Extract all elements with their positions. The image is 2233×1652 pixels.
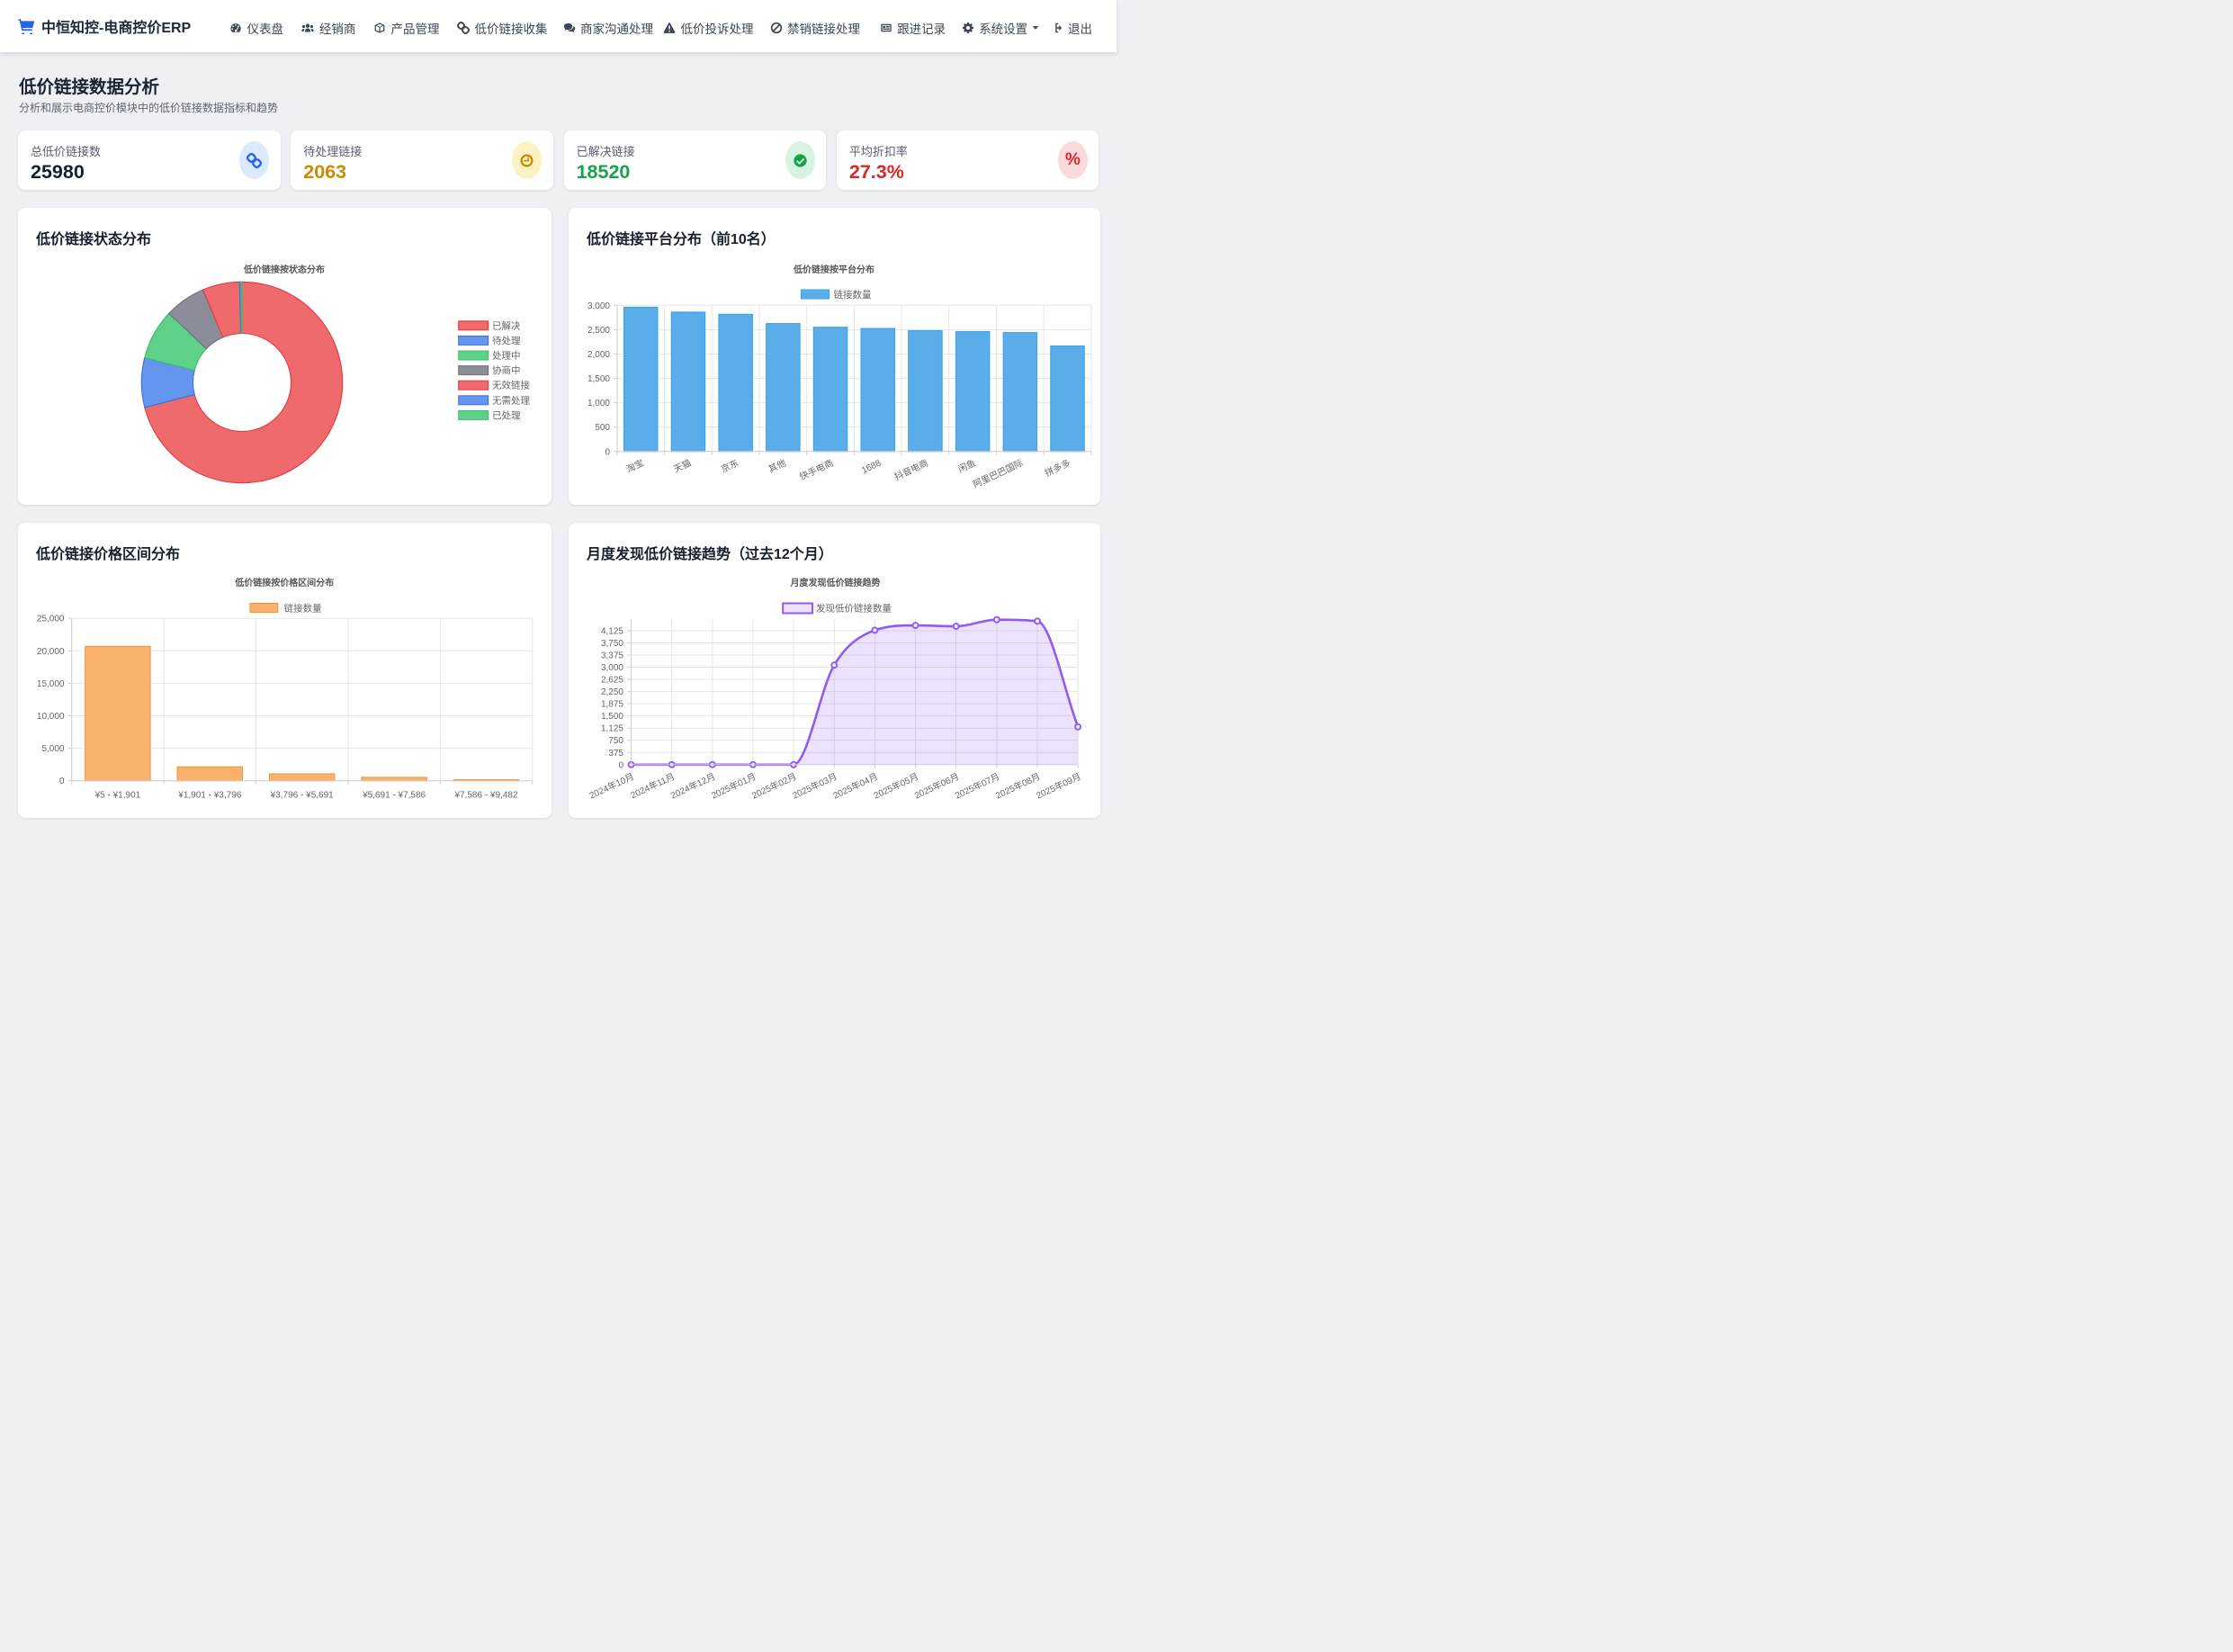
- svg-text:低价链接按平台分布: 低价链接按平台分布: [793, 264, 874, 275]
- svg-text:0: 0: [618, 760, 623, 770]
- svg-text:20,000: 20,000: [37, 647, 65, 657]
- svg-text:1,500: 1,500: [587, 374, 610, 384]
- svg-text:1,875: 1,875: [601, 700, 623, 710]
- svg-text:750: 750: [608, 736, 623, 746]
- svg-text:3,750: 3,750: [601, 639, 623, 649]
- svg-text:低价链接按价格区间分布: 低价链接按价格区间分布: [234, 577, 334, 588]
- svg-text:阿里巴巴国际: 阿里巴巴国际: [972, 458, 1025, 490]
- svg-text:其他: 其他: [767, 457, 788, 475]
- svg-text:¥5 - ¥1,901: ¥5 - ¥1,901: [94, 791, 141, 801]
- svg-text:0: 0: [59, 777, 65, 786]
- svg-text:¥3,796 - ¥5,691: ¥3,796 - ¥5,691: [270, 791, 334, 801]
- svg-text:¥5,691 - ¥7,586: ¥5,691 - ¥7,586: [362, 791, 426, 801]
- svg-text:3,000: 3,000: [587, 301, 610, 311]
- svg-text:链接数量: 链接数量: [284, 603, 322, 615]
- svg-text:链接数量: 链接数量: [834, 289, 872, 301]
- svg-text:发现低价链接数量: 发现低价链接数量: [816, 603, 892, 615]
- svg-text:协商中: 协商中: [492, 364, 521, 376]
- svg-text:2,500: 2,500: [587, 326, 610, 336]
- svg-text:15,000: 15,000: [37, 679, 65, 689]
- svg-text:1,000: 1,000: [587, 399, 610, 409]
- svg-text:2025年08月: 2025年08月: [993, 770, 1042, 801]
- svg-text:3,000: 3,000: [601, 663, 623, 673]
- svg-text:2,625: 2,625: [601, 676, 623, 686]
- svg-text:4,125: 4,125: [601, 626, 623, 636]
- svg-text:¥1,901 - ¥3,796: ¥1,901 - ¥3,796: [177, 791, 241, 801]
- svg-text:0: 0: [605, 447, 610, 457]
- svg-text:待处理: 待处理: [492, 335, 521, 346]
- svg-text:拼多多: 拼多多: [1043, 457, 1072, 479]
- svg-text:天猫: 天猫: [672, 457, 694, 475]
- svg-text:3,375: 3,375: [601, 651, 623, 661]
- svg-text:1,125: 1,125: [601, 724, 623, 734]
- svg-text:京东: 京东: [719, 457, 740, 475]
- svg-text:2025年03月: 2025年03月: [791, 770, 839, 801]
- svg-text:2025年07月: 2025年07月: [953, 770, 1001, 801]
- svg-text:25,000: 25,000: [37, 615, 65, 624]
- svg-text:375: 375: [608, 749, 623, 759]
- svg-text:无效链接: 无效链接: [492, 380, 530, 391]
- svg-text:月度发现低价链接趋势: 月度发现低价链接趋势: [790, 577, 881, 588]
- svg-text:2024年12月: 2024年12月: [668, 770, 717, 801]
- svg-text:10,000: 10,000: [37, 712, 65, 722]
- svg-text:¥7,586 - ¥9,482: ¥7,586 - ¥9,482: [453, 791, 517, 801]
- svg-text:淘宝: 淘宝: [624, 457, 646, 475]
- svg-text:2024年10月: 2024年10月: [587, 770, 636, 801]
- svg-text:2025年02月: 2025年02月: [749, 770, 798, 801]
- svg-text:处理中: 处理中: [492, 350, 521, 362]
- svg-text:已处理: 已处理: [492, 410, 521, 421]
- svg-text:1688: 1688: [860, 458, 883, 476]
- svg-text:2025年04月: 2025年04月: [831, 770, 880, 801]
- svg-text:2025年05月: 2025年05月: [872, 770, 920, 801]
- svg-text:5,000: 5,000: [41, 744, 64, 754]
- svg-text:低价链接按状态分布: 低价链接按状态分布: [243, 264, 325, 275]
- svg-text:500: 500: [595, 423, 610, 433]
- svg-text:已解决: 已解决: [492, 319, 521, 331]
- svg-text:1,500: 1,500: [601, 712, 623, 722]
- svg-text:闲鱼: 闲鱼: [956, 457, 978, 475]
- svg-text:2024年11月: 2024年11月: [629, 770, 677, 801]
- svg-text:2,000: 2,000: [587, 350, 610, 360]
- svg-text:抖音电商: 抖音电商: [892, 457, 930, 483]
- svg-text:2025年06月: 2025年06月: [912, 770, 961, 801]
- svg-text:快手电商: 快手电商: [798, 457, 836, 483]
- svg-text:2,250: 2,250: [601, 687, 623, 697]
- svg-text:无需处理: 无需处理: [492, 395, 530, 406]
- svg-text:2025年09月: 2025年09月: [1035, 770, 1083, 801]
- svg-text:2025年01月: 2025年01月: [709, 770, 758, 801]
